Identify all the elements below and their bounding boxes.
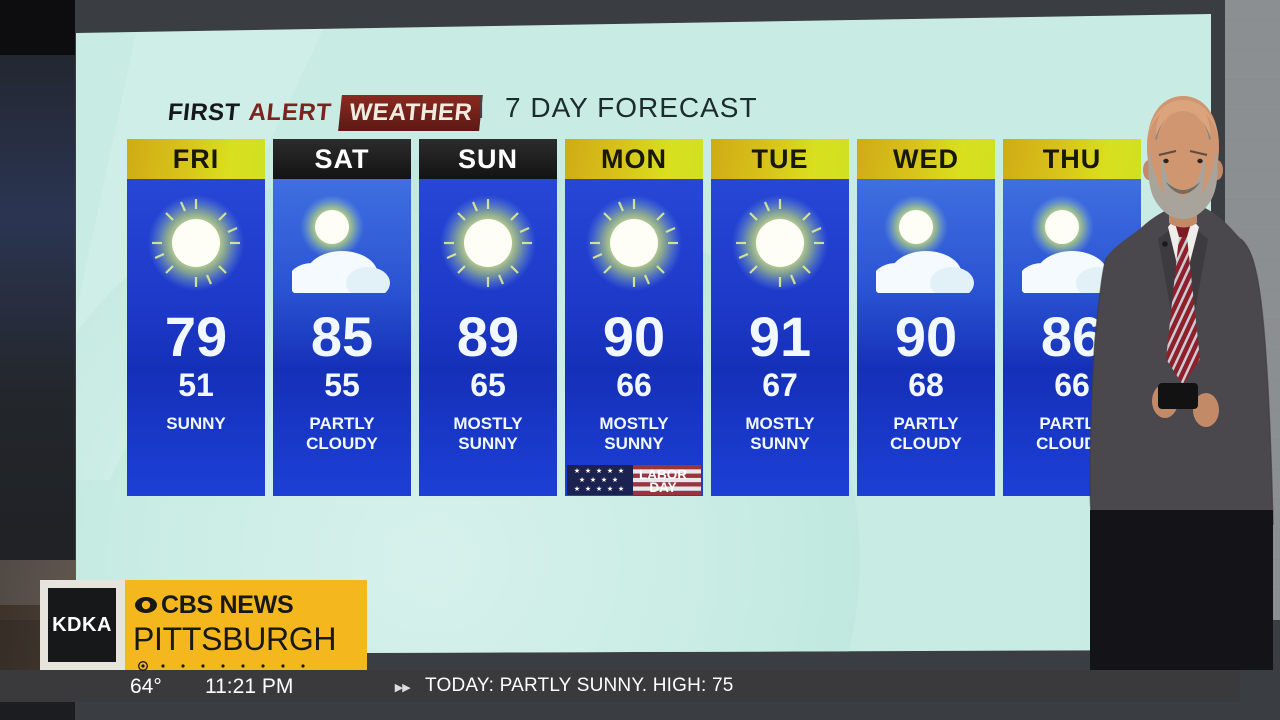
svg-text:★: ★ [607, 467, 613, 475]
svg-text:★: ★ [618, 485, 624, 493]
svg-text:★: ★ [574, 467, 580, 475]
svg-text:DAY: DAY [649, 480, 676, 495]
svg-text:★: ★ [585, 485, 591, 493]
svg-text:★: ★ [585, 467, 591, 475]
svg-text:★: ★ [612, 476, 618, 484]
svg-text:★: ★ [618, 467, 624, 475]
svg-text:★: ★ [579, 476, 585, 484]
svg-text:★: ★ [601, 476, 607, 484]
svg-text:★: ★ [596, 467, 602, 475]
svg-text:★: ★ [596, 485, 602, 493]
svg-text:★: ★ [590, 476, 596, 484]
svg-text:★: ★ [574, 485, 580, 493]
svg-text:★: ★ [607, 485, 613, 493]
